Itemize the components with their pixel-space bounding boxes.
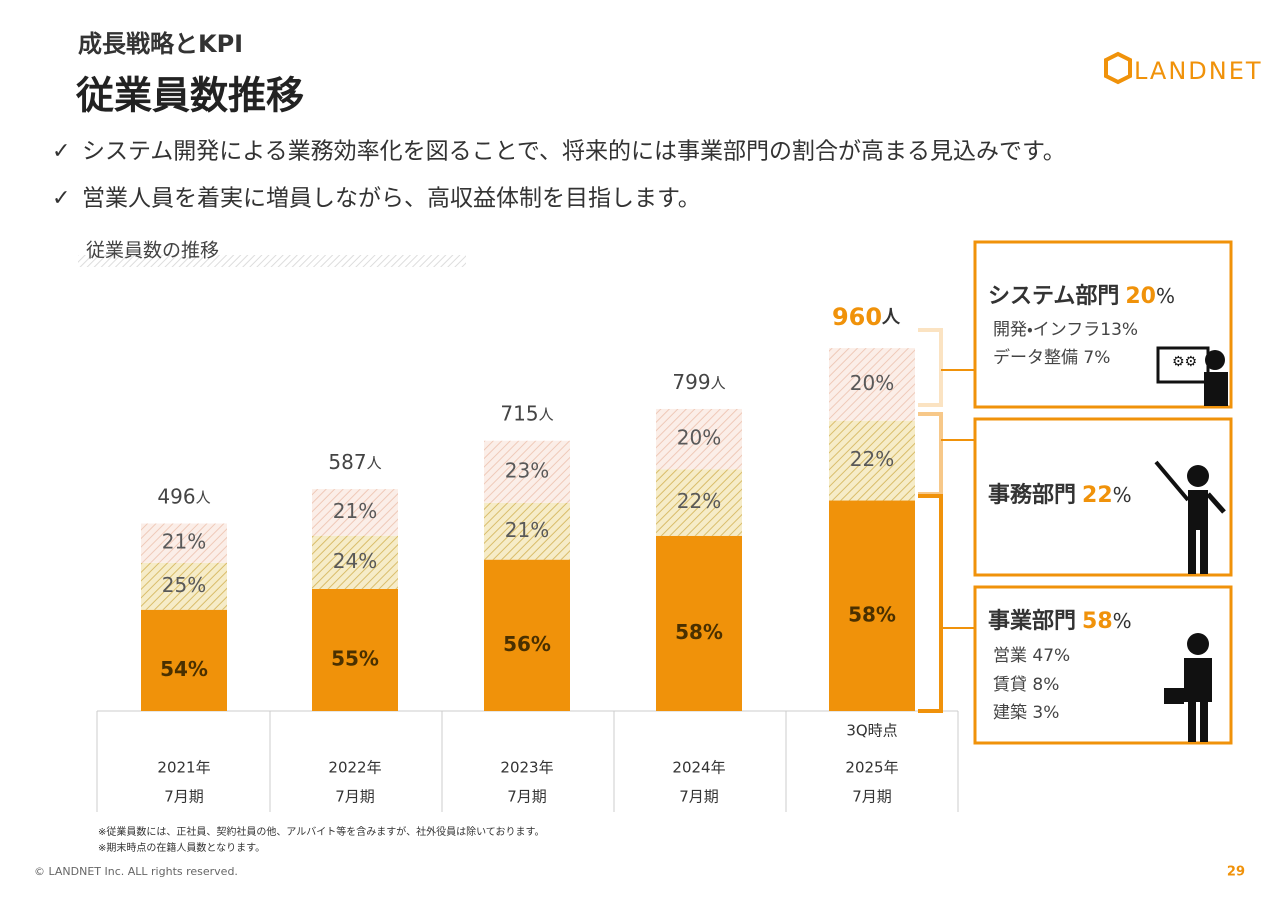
bar-segment bbox=[829, 420, 915, 501]
bar-segment bbox=[656, 469, 742, 536]
total-label: 715人 bbox=[500, 401, 553, 425]
panel: ⚙⚙ システム部門 20% 開発・インフラ13% データ整備 7% bbox=[973, 240, 1233, 409]
total-label: 960人 bbox=[832, 303, 901, 331]
logo-text: LANDNET bbox=[1134, 57, 1263, 85]
segment-label: 55% bbox=[331, 646, 379, 670]
bar-segment bbox=[141, 523, 227, 563]
panel-unit: % bbox=[1113, 483, 1132, 507]
total-unit: 人 bbox=[711, 373, 726, 391]
segment-label: 22% bbox=[850, 447, 894, 471]
panel-item: 営業 47% bbox=[993, 646, 1070, 666]
footnote: ※期末時点の在籍人員数となります。 bbox=[98, 841, 265, 854]
check: ✓ bbox=[52, 186, 70, 211]
x-tick-label: 2025年 bbox=[845, 759, 898, 777]
segment-label: 54% bbox=[160, 657, 208, 681]
segment-label: 21% bbox=[162, 530, 206, 554]
segment-label: 22% bbox=[677, 489, 721, 513]
page-number: 29 bbox=[1227, 865, 1245, 880]
total-value: 496 bbox=[157, 484, 195, 508]
title: 従業員数推移 bbox=[75, 74, 304, 118]
bar-segment bbox=[829, 500, 915, 711]
bar-segment bbox=[141, 562, 227, 610]
segment-label: 21% bbox=[505, 518, 549, 542]
segment-label: 20% bbox=[850, 371, 894, 395]
bar-segment bbox=[484, 559, 570, 711]
logo: LANDNET bbox=[1104, 51, 1263, 85]
total-label: 496人 bbox=[157, 484, 210, 508]
panel: 事務部門 22% bbox=[973, 417, 1233, 577]
panel-title: 事務部門 22% bbox=[988, 482, 1132, 508]
panel-percent: 22 bbox=[1082, 483, 1113, 508]
copyright: © LANDNET Inc. ALL rights reserved. bbox=[34, 865, 238, 878]
bullet: システム開発による業務効率化を図ることで、将来的には事業部門の割合が高まる見込み… bbox=[82, 139, 1066, 165]
segment-label: 58% bbox=[848, 602, 896, 626]
panel-name: 事務部門 bbox=[988, 482, 1076, 508]
x-tick-period: 7月期 bbox=[164, 788, 204, 806]
x-tick-period: 7月期 bbox=[335, 788, 375, 806]
x-tick-period: 7月期 bbox=[852, 788, 892, 806]
total-value: 799 bbox=[672, 369, 710, 393]
check: ✓ bbox=[52, 139, 70, 164]
panel-name: 事業部門 bbox=[988, 608, 1076, 634]
bar-segment bbox=[312, 588, 398, 711]
panel-unit: % bbox=[1113, 609, 1132, 633]
panel: 事業部門 58% 営業 47% 賃貸 8% 建築 3% bbox=[973, 585, 1233, 745]
panel-item: 賃貸 8% bbox=[993, 675, 1059, 695]
bar-segment bbox=[312, 535, 398, 589]
panel-title: 事業部門 58% bbox=[988, 608, 1132, 634]
panel-name: システム部門 bbox=[988, 284, 1119, 309]
total-value: 960 bbox=[832, 303, 882, 331]
total-unit: 人 bbox=[367, 454, 382, 472]
bar-segment bbox=[656, 408, 742, 470]
panel-item: 建築 3% bbox=[993, 703, 1059, 723]
segment-label: 56% bbox=[503, 632, 551, 656]
bullet: 営業人員を着実に増員しながら、高収益体制を目指します。 bbox=[82, 186, 701, 212]
bar-segment bbox=[141, 609, 227, 711]
title-underline bbox=[78, 255, 466, 267]
total-unit: 人 bbox=[539, 405, 554, 423]
chart-title: 従業員数の推移 bbox=[86, 240, 219, 262]
bar-segment bbox=[829, 348, 915, 421]
x-tick-label: 2021年 bbox=[157, 759, 210, 777]
bar-segment bbox=[484, 440, 570, 503]
x-tick-period: 7月期 bbox=[679, 788, 719, 806]
total-unit: 人 bbox=[196, 488, 211, 506]
bar-segment bbox=[656, 535, 742, 711]
segment-label: 58% bbox=[675, 620, 723, 644]
total-label: 587人 bbox=[328, 450, 381, 474]
panel-item: データ整備 7% bbox=[993, 347, 1110, 368]
section: 成長戦略とKPI bbox=[78, 30, 243, 58]
total-value: 587 bbox=[328, 450, 366, 474]
x-tick-label: 2022年 bbox=[328, 759, 381, 777]
segment-label: 23% bbox=[505, 458, 549, 482]
segment-label: 21% bbox=[333, 499, 377, 523]
panel-unit: % bbox=[1156, 284, 1175, 308]
segment-label: 20% bbox=[677, 426, 721, 450]
bar-segment bbox=[312, 489, 398, 536]
segment-label: 25% bbox=[162, 573, 206, 597]
x-tick-label: 2023年 bbox=[500, 759, 553, 777]
footnote: ※従業員数には、正社員、契約社員の他、アルバイト等を含みますが、社外役員は除いて… bbox=[98, 825, 544, 838]
segment-label: 24% bbox=[333, 549, 377, 573]
brackets bbox=[918, 328, 974, 713]
bar-segment bbox=[484, 502, 570, 560]
total-value: 715 bbox=[500, 401, 538, 425]
panel-percent: 58 bbox=[1082, 609, 1113, 634]
x-tick-note: 3Q時点 bbox=[846, 722, 897, 740]
x-tick-period: 7月期 bbox=[507, 788, 547, 806]
panel-item: 開発・インフラ13% bbox=[993, 320, 1138, 340]
total-unit: 人 bbox=[881, 307, 901, 328]
x-tick-label: 2024年 bbox=[672, 759, 725, 777]
panel-percent: 20 bbox=[1125, 284, 1156, 309]
svg-text:⚙⚙: ⚙⚙ bbox=[1172, 354, 1197, 370]
panel-title: システム部門 20% bbox=[988, 284, 1175, 310]
total-label: 799人 bbox=[672, 369, 725, 393]
